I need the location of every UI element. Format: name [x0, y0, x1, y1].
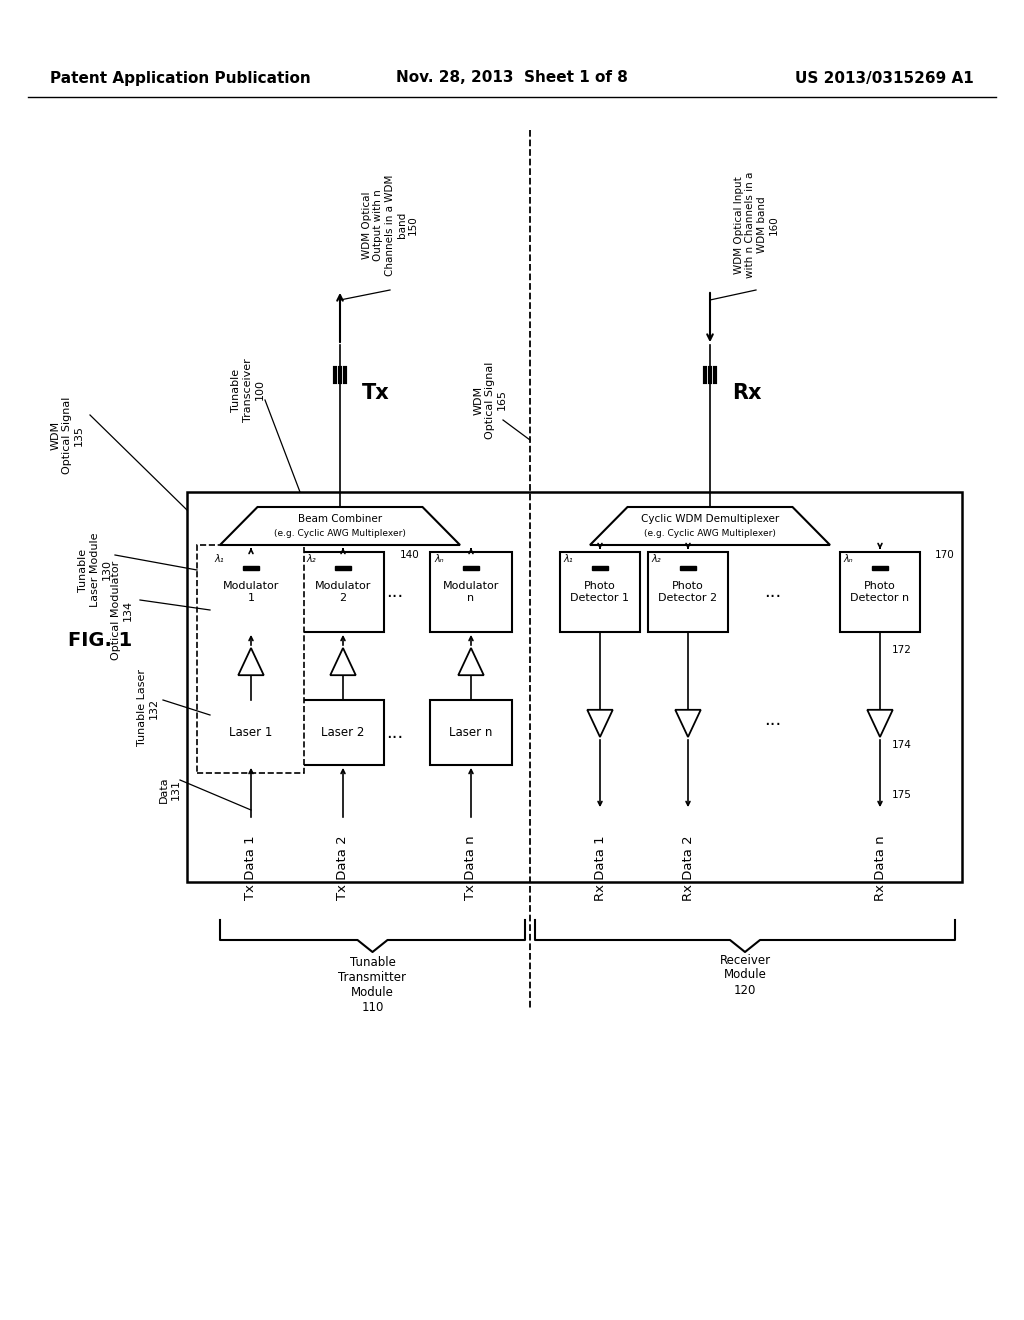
- Text: Cyclic WDM Demultiplexer: Cyclic WDM Demultiplexer: [641, 513, 779, 524]
- Text: Photo
Detector n: Photo Detector n: [851, 581, 909, 603]
- Bar: [243, 566, 259, 570]
- Text: Modulator
n: Modulator n: [442, 581, 499, 603]
- Polygon shape: [459, 648, 483, 676]
- Text: λₙ: λₙ: [434, 554, 443, 564]
- Text: Beam Combiner: Beam Combiner: [298, 513, 382, 524]
- Bar: [335, 566, 351, 570]
- Text: 170: 170: [935, 550, 954, 560]
- Text: Photo
Detector 2: Photo Detector 2: [658, 581, 718, 603]
- Bar: [592, 566, 608, 570]
- Text: λ₂: λ₂: [651, 554, 660, 564]
- Text: (e.g. Cyclic AWG Multiplexer): (e.g. Cyclic AWG Multiplexer): [274, 528, 406, 537]
- Text: Tx Data n: Tx Data n: [465, 836, 477, 900]
- Bar: [560, 552, 640, 632]
- Text: WDM
Optical Signal
135: WDM Optical Signal 135: [50, 396, 84, 474]
- Text: ...: ...: [386, 583, 403, 601]
- Text: Laser 1: Laser 1: [229, 726, 272, 739]
- Text: Modulator
1: Modulator 1: [223, 581, 280, 603]
- Text: ...: ...: [764, 583, 781, 601]
- Text: 174: 174: [892, 741, 912, 750]
- Bar: [210, 700, 292, 766]
- Polygon shape: [239, 648, 264, 676]
- Bar: [872, 566, 888, 570]
- Text: Tx: Tx: [362, 383, 390, 403]
- Bar: [197, 545, 304, 774]
- Text: Tx Data 2: Tx Data 2: [337, 836, 349, 900]
- Bar: [430, 700, 512, 766]
- Text: US 2013/0315269 A1: US 2013/0315269 A1: [796, 70, 974, 86]
- Text: Tunable Laser
132: Tunable Laser 132: [137, 669, 159, 747]
- Text: Nov. 28, 2013  Sheet 1 of 8: Nov. 28, 2013 Sheet 1 of 8: [396, 70, 628, 86]
- Text: 140: 140: [400, 550, 420, 560]
- Text: Optical Modulator
134: Optical Modulator 134: [112, 561, 133, 660]
- Polygon shape: [331, 648, 355, 676]
- Polygon shape: [675, 710, 700, 737]
- Text: FIG. 1: FIG. 1: [68, 631, 132, 649]
- Text: Modulator
2: Modulator 2: [314, 581, 371, 603]
- Bar: [430, 552, 512, 632]
- Text: (e.g. Cyclic AWG Multiplexer): (e.g. Cyclic AWG Multiplexer): [644, 528, 776, 537]
- Text: Rx Data 2: Rx Data 2: [682, 836, 694, 900]
- Text: Tx Data 1: Tx Data 1: [245, 836, 257, 900]
- Bar: [302, 552, 384, 632]
- Text: Tunable
Transceiver
100: Tunable Transceiver 100: [231, 358, 264, 422]
- Text: ...: ...: [386, 723, 403, 742]
- Text: WDM Optical Input
with n Channels in a
WDM band
160: WDM Optical Input with n Channels in a W…: [733, 172, 778, 279]
- Bar: [187, 492, 962, 882]
- Text: 172: 172: [892, 645, 912, 655]
- Text: Rx: Rx: [732, 383, 762, 403]
- Text: λ₁: λ₁: [563, 554, 572, 564]
- Text: Rx Data 1: Rx Data 1: [594, 836, 606, 900]
- Text: Laser n: Laser n: [450, 726, 493, 739]
- Text: λ₂: λ₂: [306, 554, 315, 564]
- Polygon shape: [867, 710, 893, 737]
- Text: 175: 175: [892, 789, 912, 800]
- Polygon shape: [587, 710, 612, 737]
- Text: λ₁: λ₁: [214, 554, 223, 564]
- Text: Tunable
Transmitter
Module
110: Tunable Transmitter Module 110: [339, 956, 407, 1014]
- Text: Laser 2: Laser 2: [322, 726, 365, 739]
- Text: WDM
Optical Signal
165: WDM Optical Signal 165: [473, 362, 507, 438]
- Text: λₙ: λₙ: [843, 554, 853, 564]
- Bar: [840, 552, 920, 632]
- Text: Photo
Detector 1: Photo Detector 1: [570, 581, 630, 603]
- Text: Tunable
Laser Module
130: Tunable Laser Module 130: [79, 533, 112, 607]
- Bar: [210, 552, 292, 632]
- Text: WDM Optical
Output with n
Channels in a WDM
band
150: WDM Optical Output with n Channels in a …: [361, 174, 418, 276]
- Bar: [302, 700, 384, 766]
- Bar: [648, 552, 728, 632]
- Text: Data
131: Data 131: [159, 776, 181, 804]
- Polygon shape: [590, 507, 830, 545]
- Text: ...: ...: [764, 711, 781, 729]
- Text: Patent Application Publication: Patent Application Publication: [50, 70, 310, 86]
- Text: Rx Data n: Rx Data n: [873, 836, 887, 900]
- Bar: [463, 566, 479, 570]
- Bar: [680, 566, 696, 570]
- Text: Receiver
Module
120: Receiver Module 120: [720, 953, 771, 997]
- Polygon shape: [220, 507, 460, 545]
